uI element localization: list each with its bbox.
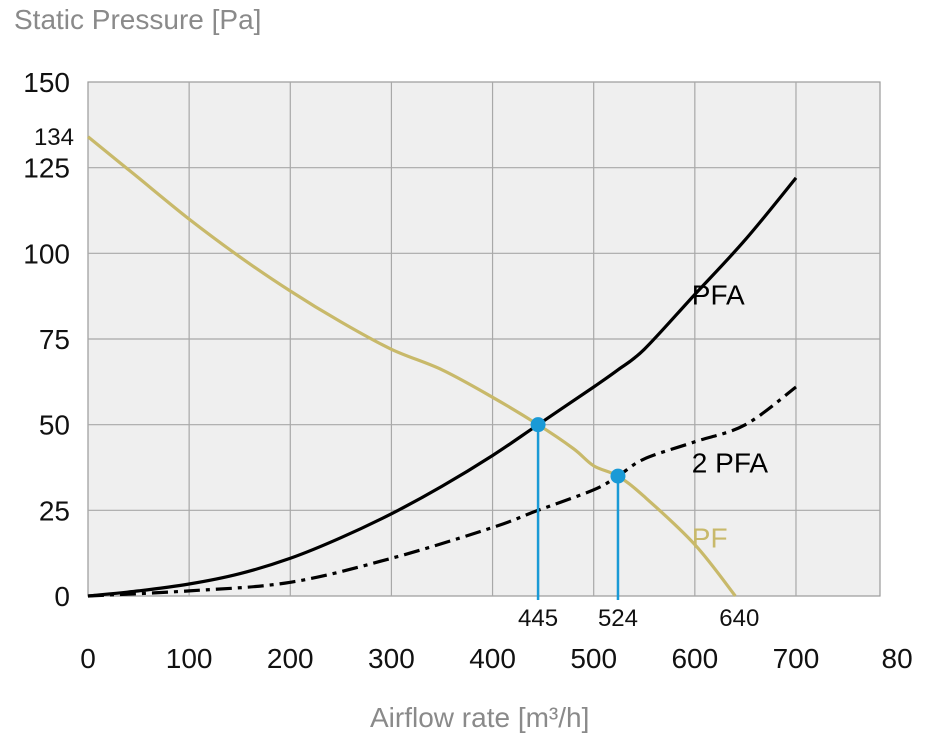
y-tick-label: 0 xyxy=(54,581,70,612)
y-tick-label: 125 xyxy=(23,153,70,184)
operating-point-label: 524 xyxy=(598,605,638,632)
operating-markers: 134 445 524 640 xyxy=(34,124,759,632)
series-pf-line xyxy=(86,135,737,597)
operating-point-label: 445 xyxy=(518,605,558,632)
series-labels: PFA 2 PFA PF xyxy=(692,279,769,553)
y-tick-label: 150 xyxy=(23,67,70,98)
gridlines xyxy=(88,82,880,596)
y-marker-label: 134 xyxy=(34,124,74,151)
x-tick-label: 300 xyxy=(368,643,415,674)
x-axis-title: Airflow rate [m³/h] xyxy=(370,702,590,733)
y-axis-title: Static Pressure [Pa] xyxy=(14,4,262,35)
x-tick-labels: 0 100 200 300 400 500 600 700 80 xyxy=(80,643,912,674)
x-tick-label: 400 xyxy=(469,643,516,674)
operating-point-445 xyxy=(530,417,546,433)
series-label-pf: PF xyxy=(692,523,728,554)
x-tick-label: 600 xyxy=(671,643,718,674)
series-label-2-pfa: 2 PFA xyxy=(692,447,769,478)
x-tick-label: 80 xyxy=(882,643,913,674)
y-tick-label: 50 xyxy=(39,410,70,441)
x-marker-label: 640 xyxy=(719,605,759,632)
x-tick-label: 500 xyxy=(570,643,617,674)
operating-point-524 xyxy=(610,468,626,484)
y-tick-label: 100 xyxy=(23,238,70,269)
x-tick-label: 200 xyxy=(267,643,314,674)
x-tick-label: 700 xyxy=(773,643,820,674)
x-tick-label: 0 xyxy=(80,643,96,674)
series-pfa-line xyxy=(87,176,798,598)
y-tick-label: 75 xyxy=(39,324,70,355)
x-tick-label: 100 xyxy=(166,643,213,674)
y-tick-label: 25 xyxy=(39,495,70,526)
series-label-pfa: PFA xyxy=(692,279,745,310)
y-tick-labels: 0 25 50 75 100 125 150 xyxy=(23,67,70,612)
